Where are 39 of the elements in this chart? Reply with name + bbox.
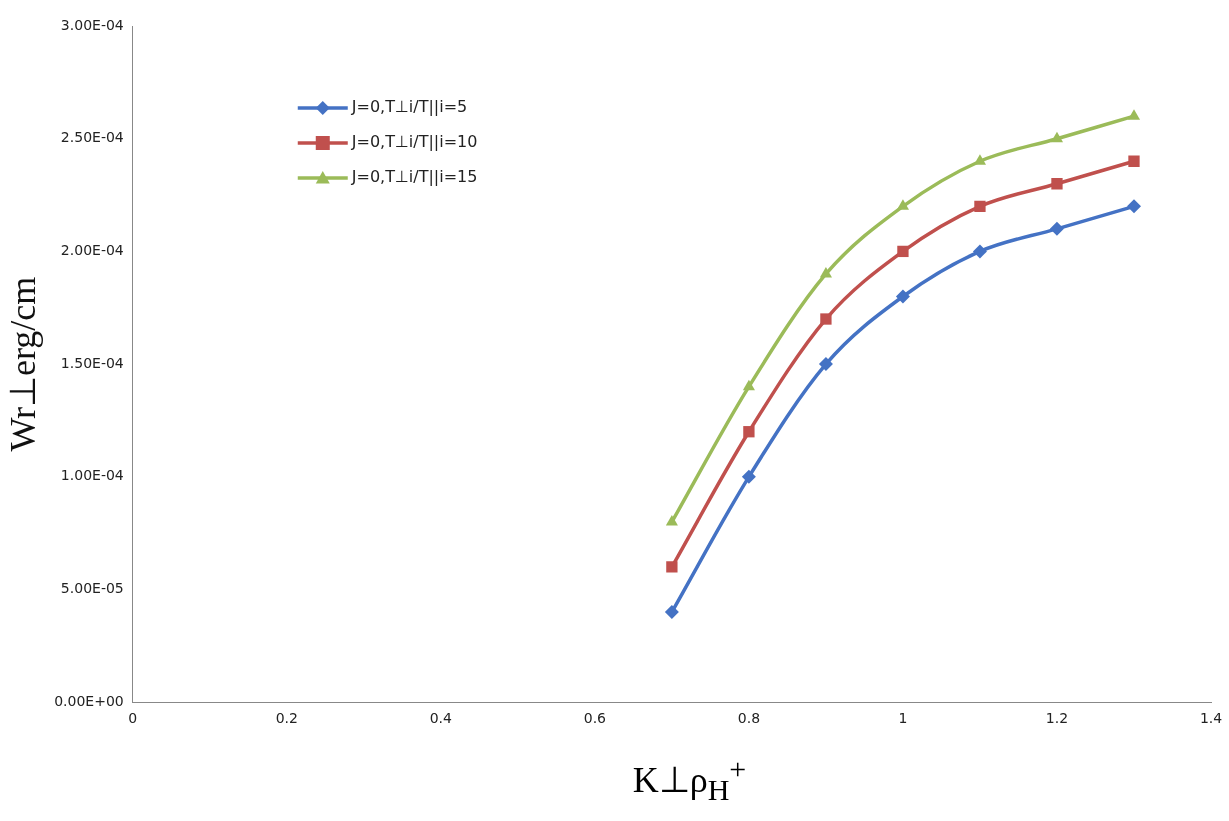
y-tick-label: 3.00E-04	[60, 16, 124, 33]
point	[974, 200, 986, 212]
point	[1127, 109, 1141, 120]
point	[1051, 178, 1063, 190]
point	[820, 313, 832, 325]
y-tick-label: 0.00E+00	[54, 692, 124, 709]
legend-label: J=0,T⊥i/T||i=5	[350, 97, 468, 117]
point	[1128, 155, 1140, 167]
y-tick-label: 1.00E-04	[60, 467, 124, 484]
point	[896, 199, 909, 210]
point	[973, 154, 987, 165]
point	[741, 469, 756, 484]
point	[895, 289, 910, 304]
point	[819, 266, 832, 278]
point	[897, 245, 909, 258]
x-tick-label: 0	[128, 710, 138, 727]
point	[664, 605, 679, 620]
legend-label: J=0,T⊥i/T||i=15	[350, 167, 478, 187]
x-tick-label: 0.2	[275, 710, 298, 727]
point	[818, 357, 833, 372]
point	[743, 426, 755, 438]
point	[1049, 221, 1064, 236]
y-tick-label: 5.00E-05	[60, 580, 124, 597]
y-tick-label: 2.50E-04	[60, 129, 124, 146]
y-axis-title: Wr⊥erg/cm	[3, 276, 44, 452]
x-tick-label: 1.2	[1045, 710, 1069, 727]
x-tick-label: 0.8	[737, 710, 761, 727]
legend-label: J=0,T⊥i/T||i=10	[350, 132, 478, 152]
x-tick-label: 0.4	[429, 710, 453, 727]
point	[972, 244, 987, 259]
y-tick-label: 2.00E-04	[60, 242, 124, 259]
x-tick-label: 1	[898, 710, 908, 727]
point	[1050, 131, 1064, 143]
point	[1126, 199, 1141, 214]
y-tick-label: 1.50E-04	[60, 354, 124, 371]
point	[742, 379, 755, 391]
x-tick-label: 1.4	[1199, 710, 1223, 727]
point	[666, 561, 678, 573]
x-tick-label: 0.6	[583, 710, 607, 727]
